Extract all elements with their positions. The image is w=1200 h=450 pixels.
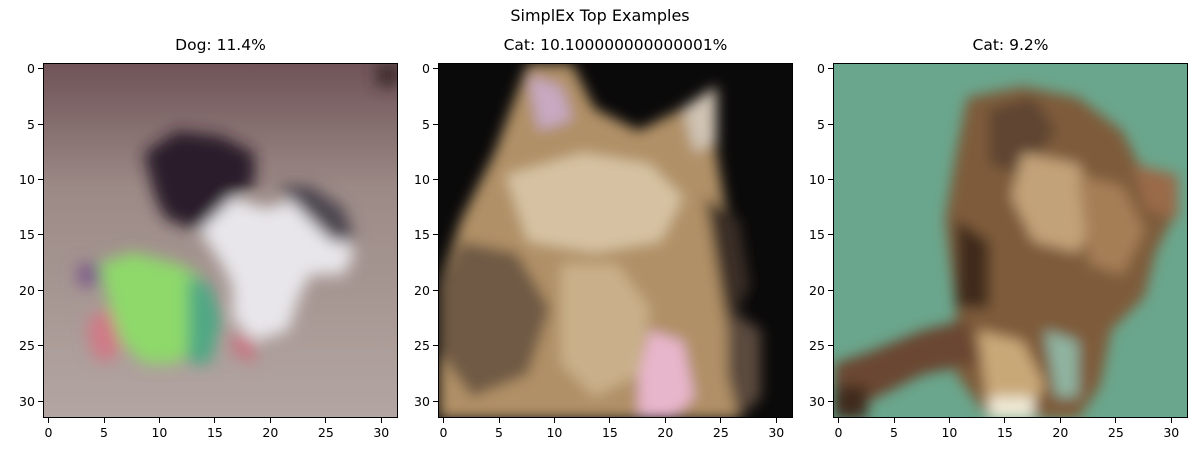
x-tick-label: 10 — [546, 425, 563, 440]
x-tick — [664, 418, 666, 423]
x-tick-label: 0 — [439, 425, 448, 440]
x-tick-label: 15 — [601, 425, 618, 440]
y-tick — [38, 400, 43, 402]
panel-cat-1: Cat: 10.100000000000001% — [414, 36, 798, 446]
y-tick — [828, 68, 833, 70]
y-tick-label: 0 — [27, 61, 35, 77]
y-tick-label: 10 — [809, 171, 825, 187]
y-tick — [433, 68, 438, 70]
x-tick — [443, 418, 445, 423]
x-tick-label: 10 — [941, 425, 958, 440]
y-tick-label: 25 — [414, 338, 430, 354]
x-tick — [48, 418, 50, 423]
y-tick — [828, 289, 833, 291]
y-tick-label: 0 — [422, 61, 430, 77]
image-axes — [438, 63, 793, 418]
y-tick-label: 0 — [817, 61, 825, 77]
x-tick-label: 30 — [768, 425, 785, 440]
y-tick — [828, 400, 833, 402]
y-tick-label: 20 — [809, 282, 825, 298]
image-cat-2 — [834, 64, 1187, 417]
image-cat-1 — [439, 64, 792, 417]
y-tick — [38, 289, 43, 291]
y-tick — [828, 123, 833, 125]
y-tick-label: 10 — [19, 171, 35, 187]
x-tick — [948, 418, 950, 423]
x-tick-label: 30 — [373, 425, 390, 440]
x-tick — [838, 418, 840, 423]
y-tick-label: 20 — [19, 282, 35, 298]
x-tick-label: 20 — [657, 425, 674, 440]
x-tick-label: 25 — [317, 425, 334, 440]
x-tick — [214, 418, 216, 423]
panel-dog: Dog: 11.4% — [19, 36, 403, 446]
x-tick — [609, 418, 611, 423]
panel-cat-2: Cat: 9.2% — [809, 36, 1193, 446]
image-axes — [833, 63, 1188, 418]
y-tick-label: 15 — [414, 227, 430, 243]
x-tick — [1004, 418, 1006, 423]
panel-title: Cat: 9.2% — [972, 36, 1049, 54]
x-tick-label: 25 — [1107, 425, 1124, 440]
panel-title: Cat: 10.100000000000001% — [503, 36, 728, 54]
x-tick — [103, 418, 105, 423]
y-tick — [38, 178, 43, 180]
x-tick-label: 10 — [151, 425, 168, 440]
x-tick-label: 30 — [1163, 425, 1180, 440]
x-tick — [720, 418, 722, 423]
y-tick — [38, 123, 43, 125]
y-tick-label: 15 — [19, 227, 35, 243]
y-tick — [38, 234, 43, 236]
y-tick-label: 5 — [27, 116, 35, 132]
y-tick — [433, 234, 438, 236]
x-tick-label: 0 — [834, 425, 843, 440]
y-tick — [433, 345, 438, 347]
figure-title: SimplEx Top Examples — [510, 6, 690, 25]
y-tick — [828, 345, 833, 347]
x-tick — [1170, 418, 1172, 423]
image-dog — [44, 64, 397, 417]
y-tick — [828, 178, 833, 180]
y-tick-label: 25 — [809, 338, 825, 354]
y-tick-label: 15 — [809, 227, 825, 243]
x-tick-label: 5 — [495, 425, 503, 440]
x-tick — [553, 418, 555, 423]
y-tick — [38, 345, 43, 347]
x-tick-label: 20 — [262, 425, 279, 440]
x-tick — [158, 418, 160, 423]
x-tick — [893, 418, 895, 423]
y-tick-label: 25 — [19, 338, 35, 354]
x-tick-label: 25 — [712, 425, 729, 440]
y-tick — [433, 178, 438, 180]
panel-title: Dog: 11.4% — [175, 36, 266, 54]
x-tick — [380, 418, 382, 423]
y-tick — [828, 234, 833, 236]
y-tick — [433, 123, 438, 125]
y-tick-label: 10 — [414, 171, 430, 187]
x-tick-label: 0 — [44, 425, 53, 440]
x-tick-label: 15 — [996, 425, 1013, 440]
image-axes — [43, 63, 398, 418]
x-tick — [325, 418, 327, 423]
x-tick — [775, 418, 777, 423]
x-tick-label: 20 — [1052, 425, 1069, 440]
x-tick-label: 5 — [890, 425, 898, 440]
y-tick-label: 30 — [19, 393, 35, 409]
y-tick — [38, 68, 43, 70]
y-tick-label: 5 — [422, 116, 430, 132]
x-tick — [269, 418, 271, 423]
x-tick-label: 5 — [100, 425, 108, 440]
y-tick-label: 30 — [809, 393, 825, 409]
y-tick-label: 20 — [414, 282, 430, 298]
y-tick-label: 5 — [817, 116, 825, 132]
x-tick — [1115, 418, 1117, 423]
y-tick — [433, 289, 438, 291]
y-tick-label: 30 — [414, 393, 430, 409]
y-tick — [433, 400, 438, 402]
x-tick-label: 15 — [206, 425, 223, 440]
x-tick — [498, 418, 500, 423]
x-tick — [1059, 418, 1061, 423]
